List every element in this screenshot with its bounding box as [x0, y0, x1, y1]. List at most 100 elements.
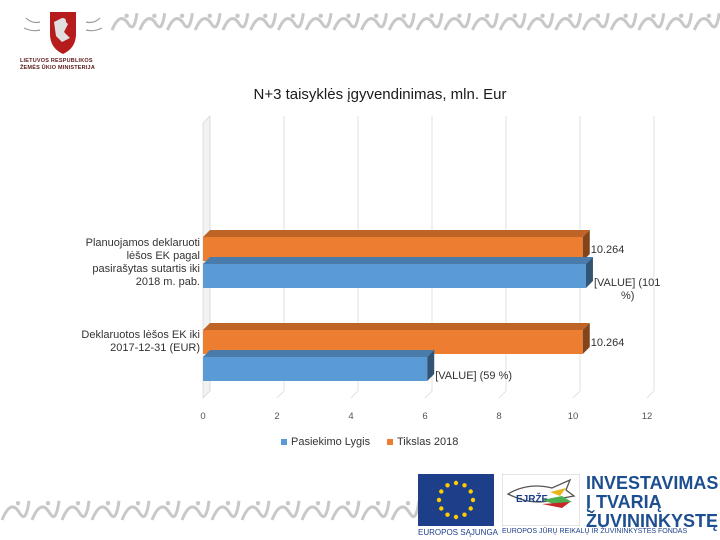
data-label-achievement: [VALUE] (101%)	[594, 277, 660, 302]
eu-star	[468, 489, 473, 494]
ornament-dot	[345, 501, 351, 506]
ornament-swirl	[443, 12, 472, 31]
eu-star	[453, 514, 459, 520]
ornament-dot	[124, 13, 129, 18]
ornament-swirl	[498, 12, 527, 31]
eu-star	[462, 483, 467, 488]
ornament-dot	[429, 13, 434, 18]
achievement-series-bar-top	[203, 257, 593, 264]
ornament-swirl	[249, 12, 278, 31]
x-tick-label: 8	[496, 411, 501, 422]
chart-title: N+3 taisyklės įgyvendinimas, mln. Eur	[253, 86, 507, 103]
ornament-swirl	[387, 12, 416, 31]
ornament-dot	[484, 13, 490, 18]
ornament-swirl	[210, 500, 241, 521]
chart-legend: Pasiekimo Lygis Tikslas 2018	[250, 436, 490, 452]
ornament-swirl	[304, 12, 333, 31]
ornament-swirl	[120, 500, 151, 521]
ornament-swirl	[60, 500, 91, 521]
eu-star	[470, 497, 476, 503]
achievement-series-bar-side	[585, 257, 593, 288]
ornament-dot	[568, 13, 573, 18]
ornament-dot	[678, 13, 684, 18]
eu-star	[436, 497, 442, 503]
ornament-swirl	[166, 12, 194, 31]
eu-label: EUROPOS SĄJUNGA	[418, 528, 499, 537]
ministry-name-line-2: ŽEMĖS ŪKIO MINISTERIJA	[20, 65, 95, 71]
ornament-swirl	[581, 12, 610, 31]
ornament-dot	[512, 13, 518, 18]
legend-swatch-orange	[387, 439, 393, 446]
legend-item-target: Tikslas 2018	[387, 436, 458, 448]
data-label-target: 10.264	[591, 244, 625, 256]
x-tick-label: 12	[642, 411, 653, 422]
gridline-floor	[498, 390, 507, 399]
ejrzf-label: EUROPOS JŪRŲ REIKALŲ IR ŽUVININKYSTĖS FO…	[502, 528, 688, 535]
ornament-dot	[285, 501, 291, 506]
ornament-dot	[263, 13, 268, 18]
ornament-dot	[375, 501, 381, 506]
ornament-swirl	[554, 12, 583, 31]
ornament-swirl	[609, 12, 638, 31]
ministry-logo: LIETUVOS RESPUBLIKOS ŽEMĖS ŪKIO MINISTER…	[20, 8, 106, 74]
ornament-dot	[179, 13, 185, 18]
ornament-swirl	[360, 12, 388, 31]
gridline-floor	[202, 390, 211, 399]
ornament-dot	[315, 501, 321, 506]
investment-line-2: Į TVARIĄ	[586, 492, 662, 512]
gridline-floor	[276, 390, 285, 399]
coat-of-arms-icon	[23, 12, 103, 54]
investment-line-3: ŽUVININKYSTĘ	[586, 511, 719, 531]
ornament-dot	[457, 13, 462, 18]
ornament-swirl	[270, 500, 301, 521]
x-tick-label: 6	[422, 411, 427, 422]
ornament-swirl	[180, 500, 211, 521]
ornament-dot	[401, 13, 407, 18]
investment-line-1: INVESTAVIMAS	[586, 473, 719, 493]
eu-star	[453, 480, 459, 486]
ornament-dot	[235, 13, 240, 18]
legend-label-achievement: Pasiekimo Lygis	[291, 436, 371, 448]
gridline-floor	[572, 390, 581, 399]
ornament-dot	[207, 13, 213, 18]
category-label-declared: Deklaruotos lėšos EK iki 2017-12-31 (EUR…	[81, 329, 200, 354]
ornament-swirl	[110, 12, 139, 31]
ornament-swirl	[90, 500, 121, 521]
ejrzf-logo-icon	[502, 474, 580, 526]
legend-swatch-blue	[281, 439, 287, 446]
eu-star	[462, 512, 467, 517]
ornament-dot	[15, 501, 21, 506]
ornament-dot	[152, 13, 157, 18]
ornament-swirl	[30, 500, 61, 521]
ornament-swirl	[692, 12, 720, 31]
legend-label-target: Tikslas 2018	[397, 436, 459, 448]
ornament-dot	[195, 501, 201, 506]
ornament-swirl	[637, 12, 666, 31]
ornament-dot	[135, 501, 141, 506]
achievement-series-bar	[203, 264, 586, 288]
ornament-dot	[706, 13, 712, 18]
ornament-border-top	[110, 12, 720, 31]
ornament-swirl	[360, 500, 391, 521]
ornament-swirl	[390, 500, 420, 521]
ornament-dot	[623, 13, 628, 18]
target-series-bar-top	[203, 230, 590, 237]
ornament-swirl	[150, 500, 181, 521]
ornament-swirl	[415, 12, 444, 31]
ministry-name-line-1: LIETUVOS RESPUBLIKOS	[20, 58, 93, 64]
target-series-bar-side	[582, 230, 590, 261]
ornament-dot	[255, 501, 261, 506]
eu-star	[445, 483, 450, 488]
ornament-swirl	[526, 12, 555, 31]
ornament-dot	[45, 501, 51, 506]
ornament-dot	[651, 13, 656, 18]
ornament-swirl	[300, 500, 331, 521]
bar-chart: 0 2 4 6 8 10 12 10.264 [VALUE] (101 %) 10.264 [VALU…	[200, 115, 660, 422]
ornament-dot	[405, 501, 411, 506]
gridline-floor	[424, 390, 433, 399]
eu-star	[439, 506, 444, 511]
gridline-floor	[350, 390, 359, 399]
ornament-dot	[290, 13, 296, 18]
ornament-dot	[595, 13, 601, 18]
ornament-dot	[318, 13, 323, 18]
